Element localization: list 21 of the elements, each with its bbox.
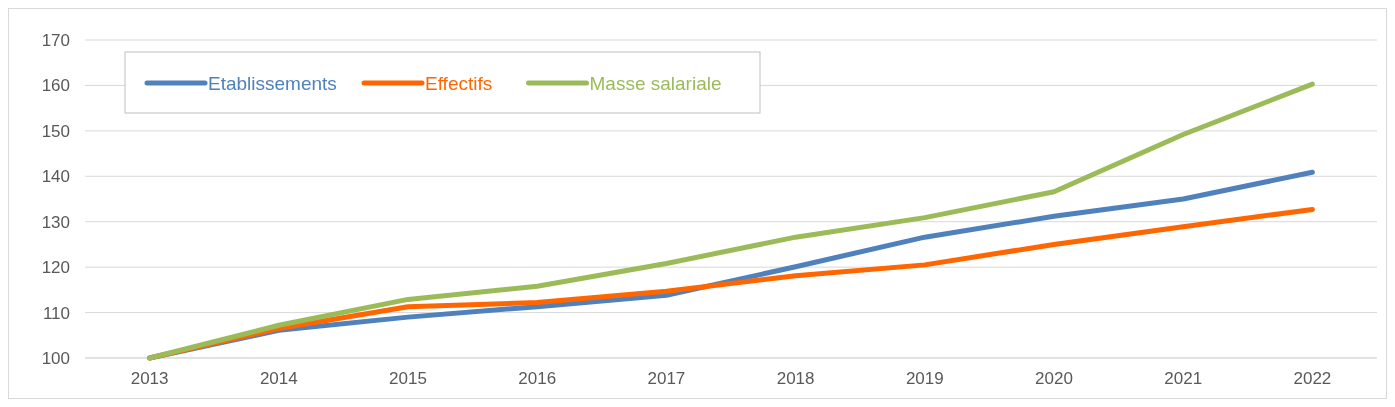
legend-label: Masse salariale bbox=[589, 72, 722, 94]
legend-label: Etablissements bbox=[208, 72, 337, 94]
x-tick-label: 2014 bbox=[259, 369, 298, 388]
legend-label: Effectifs bbox=[425, 72, 493, 94]
y-tick-label: 130 bbox=[41, 212, 70, 232]
y-tick-label: 150 bbox=[41, 121, 70, 141]
x-tick-label: 2017 bbox=[647, 369, 686, 388]
x-tick-label: 2020 bbox=[1035, 369, 1073, 388]
x-tick-label: 2019 bbox=[905, 369, 944, 388]
y-tick-label: 170 bbox=[41, 30, 70, 50]
y-tick-label: 160 bbox=[41, 76, 70, 96]
y-tick-label: 110 bbox=[42, 303, 70, 323]
x-tick-label: 2016 bbox=[518, 369, 557, 388]
x-tick-label: 2018 bbox=[776, 369, 815, 388]
y-tick-label: 140 bbox=[41, 167, 70, 187]
x-tick-label: 2021 bbox=[1164, 369, 1203, 388]
x-tick-label: 2022 bbox=[1293, 369, 1332, 388]
y-tick-label: 100 bbox=[41, 348, 70, 368]
x-tick-label: 2013 bbox=[130, 369, 169, 388]
x-tick-label: 2015 bbox=[389, 369, 427, 388]
y-tick-label: 120 bbox=[41, 258, 70, 278]
